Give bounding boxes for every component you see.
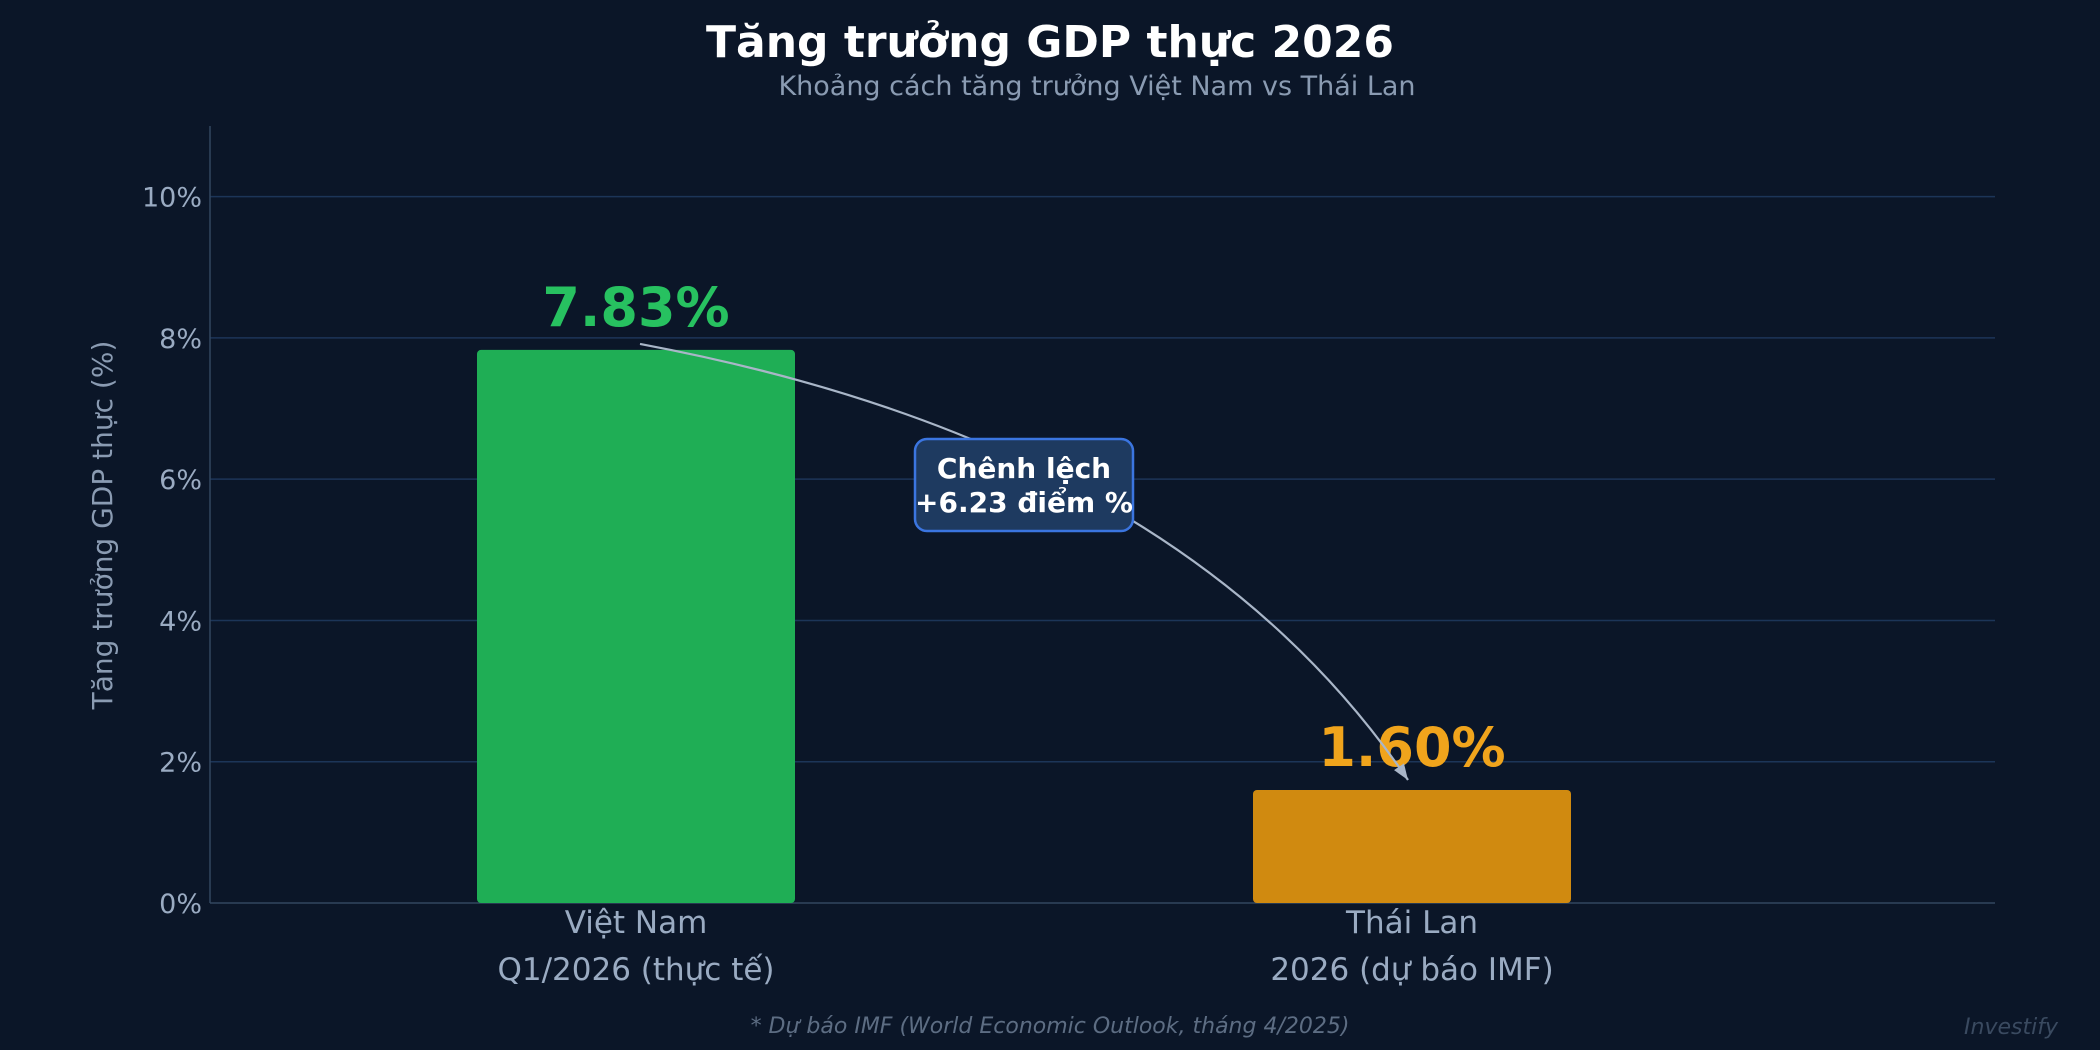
y-axis-label: Tăng trưởng GDP thực (%) — [86, 341, 119, 711]
gap-annotation: Chênh lệch+6.23 điểm % — [639, 342, 1409, 781]
y-tick-label: 8% — [159, 324, 202, 355]
x-tick-labels: Việt Nam Q1/2026 (thực tế) Thái Lan 2026 (d… — [497, 905, 1553, 988]
y-tick-label: 2% — [159, 748, 202, 779]
x-tick-label: Việt Nam — [565, 905, 708, 941]
y-tick-label: 0% — [159, 889, 202, 920]
y-tick-label: 4% — [159, 606, 202, 637]
data-label: 1.60% — [1318, 716, 1505, 779]
annotation-text: +6.23 điểm % — [915, 485, 1133, 519]
annotation-box — [913, 437, 1135, 533]
x-tick-label: Q1/2026 (thực tế) — [497, 952, 774, 988]
bars — [477, 349, 1571, 904]
y-tick-label: 10% — [142, 183, 202, 214]
annotation-text: Chênh lệch — [937, 452, 1111, 485]
x-tick-label: Thái Lan — [1345, 905, 1478, 941]
watermark: Investify — [1964, 1015, 2059, 1040]
data-labels: 7.83% 1.60% — [542, 276, 1505, 779]
footnote: * Dự báo IMF (World Economic Outlook, th… — [751, 1014, 1350, 1039]
chart-subtitle: Khoảng cách tăng trưởng Việt Nam vs Thái… — [778, 71, 1415, 102]
y-tick-labels: 0% 2% 4% 6% 8% 10% — [142, 183, 202, 920]
arrowhead — [1394, 763, 1408, 780]
bar — [1253, 789, 1571, 903]
chart-title: Tăng trưởng GDP thực 2026 — [706, 17, 1394, 68]
bar — [477, 349, 795, 904]
y-tick-label: 6% — [159, 465, 202, 496]
data-label: 7.83% — [542, 276, 729, 339]
x-tick-label: 2026 (dự báo IMF) — [1270, 952, 1553, 988]
